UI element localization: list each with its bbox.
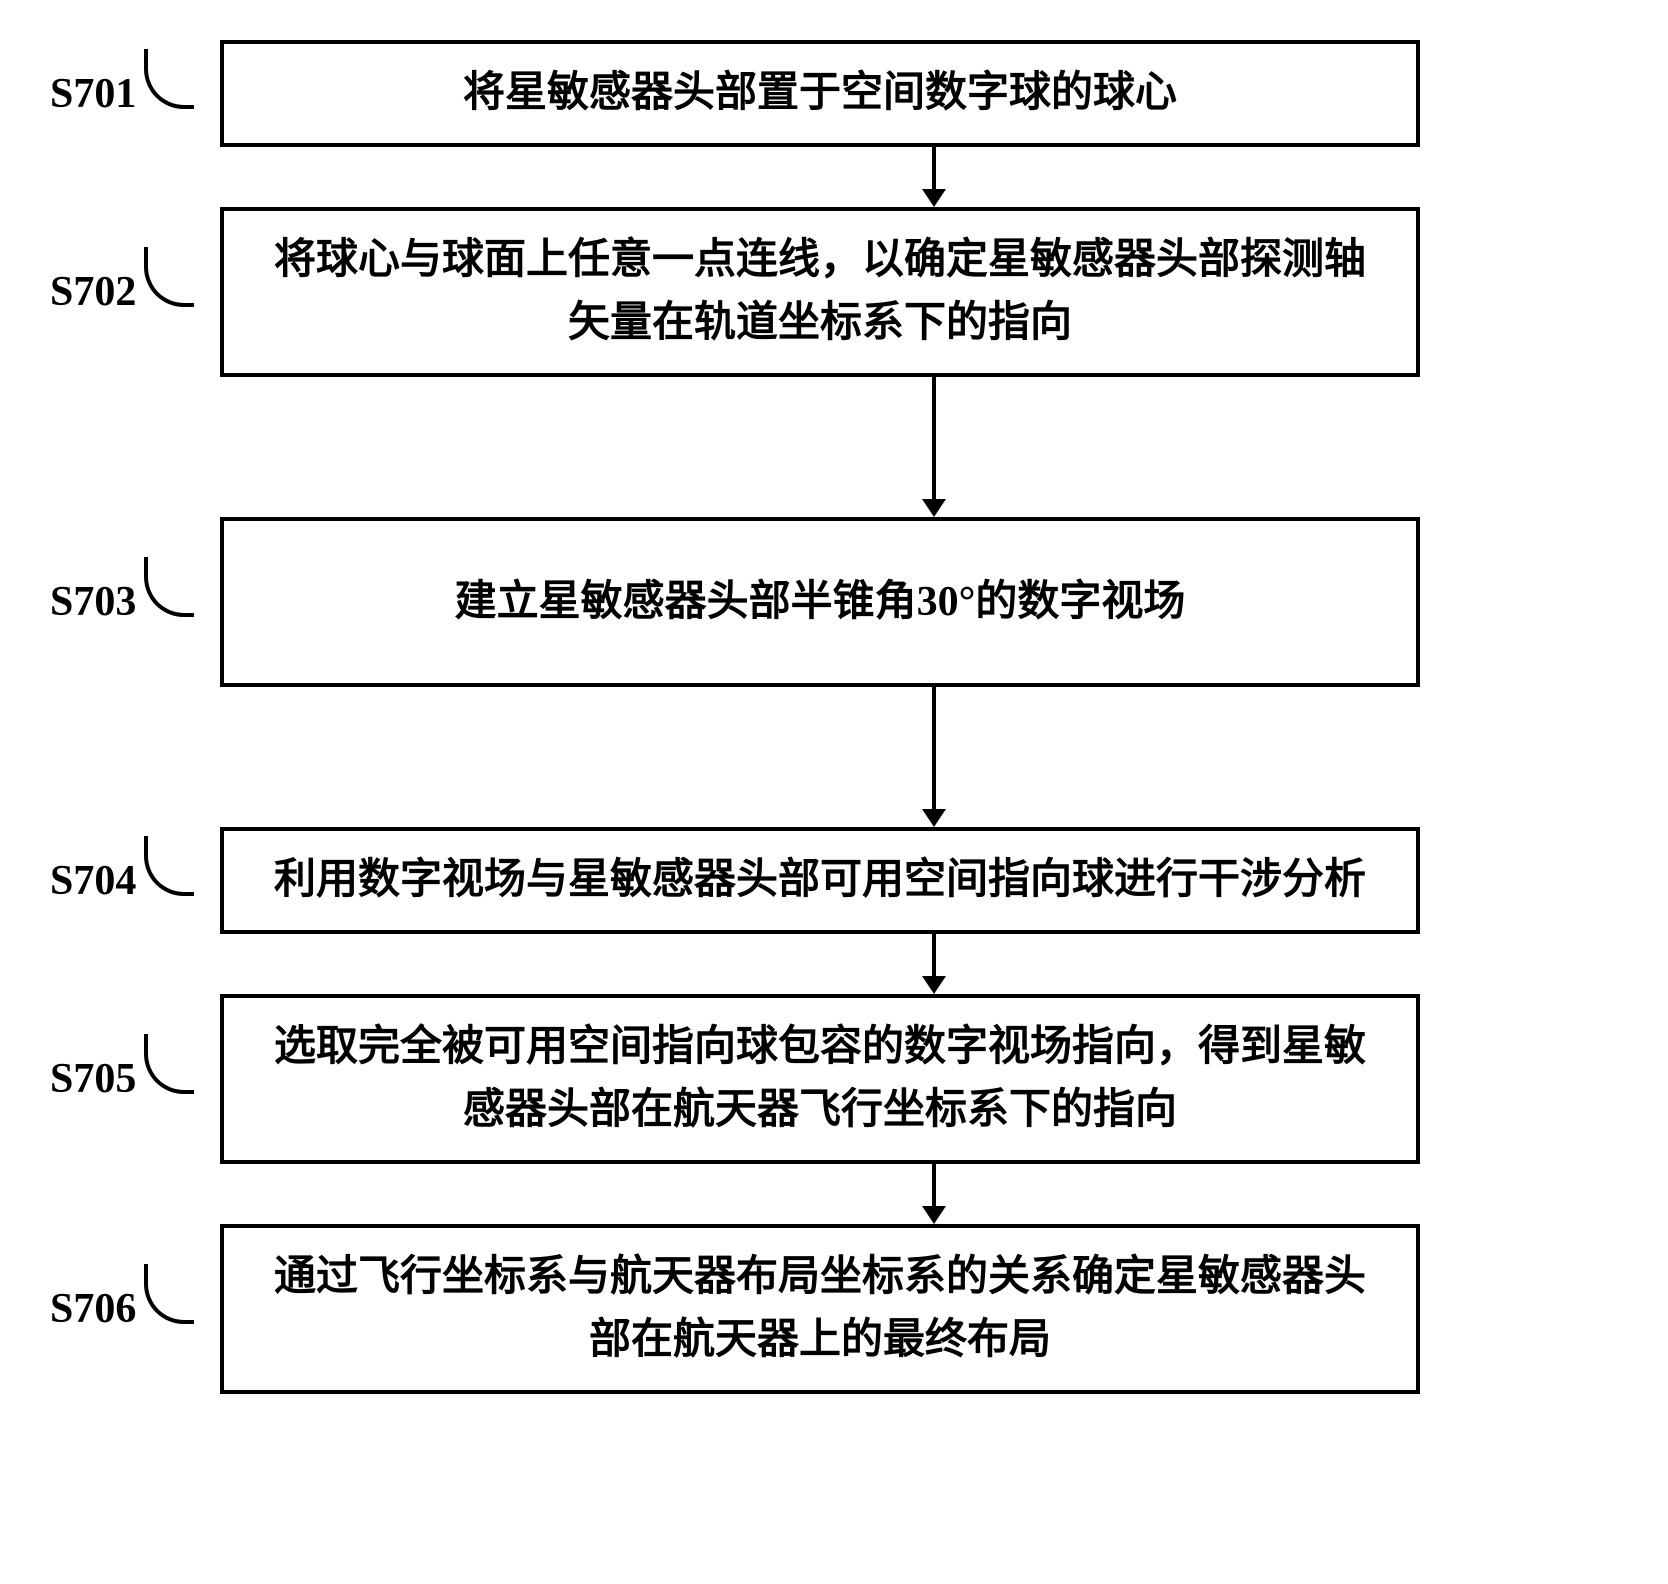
label-connector xyxy=(144,247,194,307)
label-connector xyxy=(144,1264,194,1324)
step-label: S702 xyxy=(20,268,220,316)
flowchart-container: S701 将星敏感器头部置于空间数字球的球心 S702 将球心与球面上任意一点连… xyxy=(20,40,1648,1394)
step-label: S704 xyxy=(20,857,220,905)
step-text: 选取完全被可用空间指向球包容的数字视场指向，得到星敏感器头部在航天器飞行坐标系下… xyxy=(254,1016,1386,1142)
arrow xyxy=(20,377,1648,517)
step-id-text: S703 xyxy=(50,578,136,626)
step-label: S705 xyxy=(20,1055,220,1103)
arrow xyxy=(20,1164,1648,1224)
label-connector xyxy=(144,49,194,109)
step-label: S701 xyxy=(20,70,220,118)
arrow xyxy=(20,147,1648,207)
step-box: 建立星敏感器头部半锥角30°的数字视场 xyxy=(220,517,1420,687)
step-id-text: S706 xyxy=(50,1285,136,1333)
step-box: 通过飞行坐标系与航天器布局坐标系的关系确定星敏感器头部在航天器上的最终布局 xyxy=(220,1224,1420,1394)
label-connector xyxy=(144,1034,194,1094)
step-box: 选取完全被可用空间指向球包容的数字视场指向，得到星敏感器头部在航天器飞行坐标系下… xyxy=(220,994,1420,1164)
step-text: 通过飞行坐标系与航天器布局坐标系的关系确定星敏感器头部在航天器上的最终布局 xyxy=(254,1246,1386,1372)
step-row: S706 通过飞行坐标系与航天器布局坐标系的关系确定星敏感器头部在航天器上的最终… xyxy=(20,1224,1648,1394)
step-row: S703 建立星敏感器头部半锥角30°的数字视场 xyxy=(20,517,1648,687)
step-id-text: S704 xyxy=(50,857,136,905)
step-id-text: S705 xyxy=(50,1055,136,1103)
step-box: 将星敏感器头部置于空间数字球的球心 xyxy=(220,40,1420,147)
arrow xyxy=(20,687,1648,827)
step-row: S701 将星敏感器头部置于空间数字球的球心 xyxy=(20,40,1648,147)
step-id-text: S701 xyxy=(50,70,136,118)
step-text: 将球心与球面上任意一点连线，以确定星敏感器头部探测轴矢量在轨道坐标系下的指向 xyxy=(254,229,1386,355)
step-text: 建立星敏感器头部半锥角30°的数字视场 xyxy=(455,571,1186,634)
label-connector xyxy=(144,836,194,896)
step-row: S702 将球心与球面上任意一点连线，以确定星敏感器头部探测轴矢量在轨道坐标系下… xyxy=(20,207,1648,377)
label-connector xyxy=(144,557,194,617)
step-row: S704 利用数字视场与星敏感器头部可用空间指向球进行干涉分析 xyxy=(20,827,1648,934)
step-label: S706 xyxy=(20,1285,220,1333)
step-text: 将星敏感器头部置于空间数字球的球心 xyxy=(463,62,1177,125)
step-row: S705 选取完全被可用空间指向球包容的数字视场指向，得到星敏感器头部在航天器飞… xyxy=(20,994,1648,1164)
step-box: 将球心与球面上任意一点连线，以确定星敏感器头部探测轴矢量在轨道坐标系下的指向 xyxy=(220,207,1420,377)
step-text: 利用数字视场与星敏感器头部可用空间指向球进行干涉分析 xyxy=(274,849,1366,912)
step-id-text: S702 xyxy=(50,268,136,316)
step-box: 利用数字视场与星敏感器头部可用空间指向球进行干涉分析 xyxy=(220,827,1420,934)
arrow xyxy=(20,934,1648,994)
step-label: S703 xyxy=(20,578,220,626)
